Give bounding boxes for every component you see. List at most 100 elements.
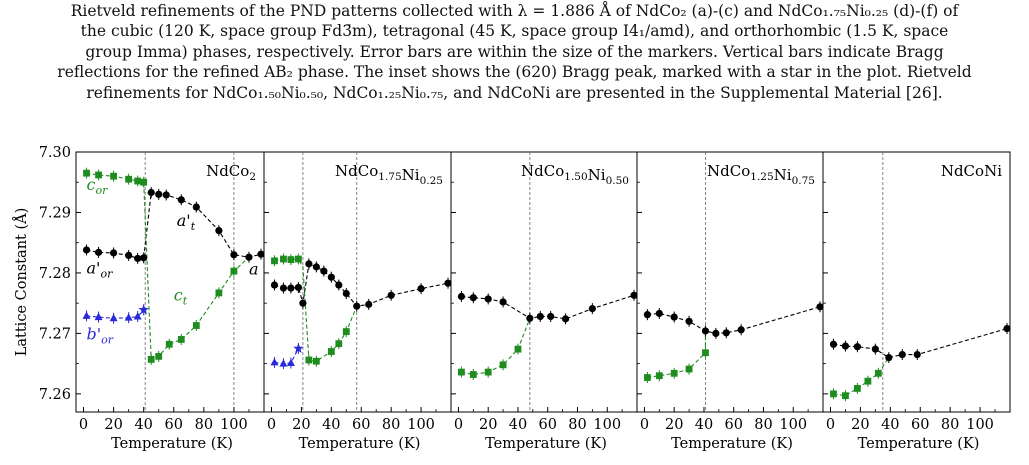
series-label-main: c <box>87 175 96 194</box>
data-point <box>327 348 335 355</box>
panel-2: 0 20 40 60 80 100 Temperature (K) NdCo1.75Ni0.2… <box>263 151 452 452</box>
x-tick-label: 80 <box>941 417 959 433</box>
data-point <box>842 392 849 400</box>
panel-3: 0 20 40 60 80 100 Temperature (K) NdCo1.50Ni0.5… <box>450 151 638 452</box>
data-point <box>270 281 279 289</box>
x-tick-label: 40 <box>134 417 152 433</box>
y-tick-label: 7.29 <box>39 205 71 221</box>
x-tick-label: 80 <box>754 417 772 433</box>
data-point <box>245 253 253 261</box>
data-point <box>898 350 906 359</box>
data-point <box>514 345 522 353</box>
y-tick-label: 7.28 <box>39 266 71 282</box>
data-point <box>133 312 142 320</box>
x-tick-label: 20 <box>292 417 310 433</box>
caption-line: Rietveld refinements of the PND patterns… <box>70 2 959 20</box>
panel-4: 0 20 40 60 80 100 Temperature (K) NdCo1.25Ni0.7… <box>636 151 824 452</box>
data-point <box>885 353 893 362</box>
data-point <box>457 292 466 301</box>
x-tick-label: 100 <box>220 417 248 433</box>
x-tick-label: 80 <box>195 417 213 433</box>
data-point <box>874 369 882 377</box>
x-tick-label: 0 <box>826 417 835 433</box>
dashed-connector <box>274 258 358 362</box>
panel-title-part: NdCo <box>707 162 750 180</box>
panel-title-part: Ni <box>588 166 606 184</box>
data-point <box>140 178 148 186</box>
data-point <box>536 312 544 321</box>
x-axis-label: Temperature (K) <box>858 436 980 452</box>
data-point <box>469 371 477 378</box>
data-point <box>335 340 343 348</box>
series-label-main: c <box>174 286 183 305</box>
data-point <box>417 285 425 293</box>
data-point <box>271 257 278 265</box>
data-point <box>701 327 710 335</box>
x-tick-label: 60 <box>165 417 183 433</box>
data-point <box>444 279 452 287</box>
data-point <box>177 336 185 343</box>
lattice-constant-figure: 0 20 40 60 80 100 Temperature (K) 7.26 7.27 7.28 7… <box>0 140 1029 461</box>
data-point <box>829 340 838 348</box>
data-point <box>147 355 155 363</box>
data-point <box>655 309 663 318</box>
plot-frame <box>822 151 1011 413</box>
x-axis-label: Temperature (K) <box>485 436 607 452</box>
data-point <box>353 302 361 310</box>
series-label-sub: t <box>183 295 188 308</box>
plot-frame <box>636 151 824 413</box>
data-point <box>841 342 850 350</box>
data-point <box>215 227 223 235</box>
data-point <box>871 345 879 353</box>
series-label-sub: or <box>95 184 108 197</box>
series-label: a <box>249 260 259 279</box>
x-tick-label: 60 <box>911 417 929 433</box>
panel-title: NdCoNi <box>941 162 1002 180</box>
series-label: a't <box>177 211 196 233</box>
panel-title-part: 0.75 <box>792 175 815 187</box>
panel-title-part: Ni <box>774 166 792 184</box>
data-point-star <box>293 343 304 353</box>
data-point <box>94 248 103 256</box>
data-point <box>279 284 288 292</box>
x-tick-label: 60 <box>352 417 370 433</box>
data-point <box>722 329 730 337</box>
data-point <box>155 190 163 198</box>
caption-line: group Imma) phases, respectively. Error … <box>85 42 944 61</box>
series-label: b'or <box>87 324 114 346</box>
figure-caption: Rietveld refinements of the PND patterns… <box>0 0 1029 103</box>
dashed-connector <box>274 263 449 307</box>
panel-title: NdCo1.50Ni0.50 <box>521 162 629 187</box>
panel-title-part: 1.25 <box>750 171 773 183</box>
data-point <box>655 372 663 380</box>
data-point <box>134 177 142 185</box>
data-point <box>1003 324 1011 333</box>
x-axis-label: Temperature (K) <box>671 436 793 452</box>
data-point <box>853 343 862 351</box>
caption-line: refinements for NdCo₁.₅₀Ni₀.₅₀, NdCo₁.₂₅… <box>86 83 943 102</box>
data-point <box>155 352 163 360</box>
data-point <box>643 311 652 319</box>
data-point <box>279 359 288 367</box>
data-point <box>140 254 148 262</box>
dashed-connector <box>86 191 262 259</box>
data-point <box>286 358 295 367</box>
data-point <box>484 368 492 376</box>
panel-1: 0 20 40 60 80 100 Temperature (K) 7.26 7.27 7.28 7… <box>12 145 265 452</box>
data-point <box>230 267 238 275</box>
data-point <box>134 254 142 263</box>
data-point <box>547 312 555 321</box>
x-tick-label: 0 <box>640 417 649 433</box>
panel-title-part: 0.25 <box>420 175 443 187</box>
data-point <box>864 377 872 385</box>
data-point <box>82 246 91 254</box>
data-point <box>685 365 693 373</box>
x-tick-label: 40 <box>695 417 713 433</box>
data-point <box>712 329 720 337</box>
data-point <box>702 349 709 357</box>
data-point <box>387 291 395 299</box>
data-point <box>320 267 328 275</box>
data-point <box>280 255 287 263</box>
data-point <box>162 191 170 199</box>
data-point <box>110 249 118 257</box>
